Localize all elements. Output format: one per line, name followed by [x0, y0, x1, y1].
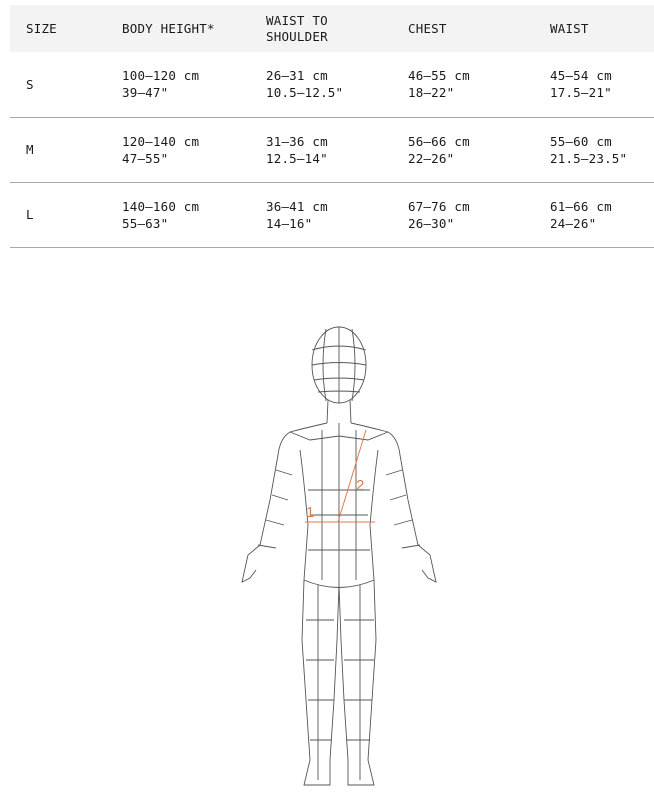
value-cm: 45–54 cm	[550, 68, 612, 84]
cell-size: M	[26, 142, 34, 157]
torso-outline	[241, 422, 437, 786]
value-inches: 26–30"	[408, 215, 455, 231]
header-body-height: BODY HEIGHT*	[122, 20, 215, 36]
cell-waist: 45–54 cm 17.5–21"	[534, 52, 654, 117]
value-inches: 14–16"	[266, 215, 313, 231]
cell-waist-to-shoulder: 26–31 cm 10.5–12.5"	[250, 52, 392, 117]
cell-waist-to-shoulder: 36–41 cm 14–16"	[250, 182, 392, 247]
header-waist-to-shoulder: WAIST TO SHOULDER	[266, 12, 328, 44]
table-header-row: SIZE BODY HEIGHT* WAIST TO SHOULDER CHES…	[10, 5, 654, 52]
value-cm: 67–76 cm	[408, 198, 470, 214]
value-inches: 12.5–14"	[266, 150, 328, 166]
header-size: SIZE	[26, 20, 57, 36]
marker-2: 2	[356, 477, 364, 494]
cell-body-height: 120–140 cm 47–55"	[106, 117, 250, 182]
value-inches: 47–55"	[122, 150, 169, 166]
value-inches: 10.5–12.5"	[266, 85, 344, 101]
value-cm: 36–41 cm	[266, 198, 328, 214]
cell-chest: 56–66 cm 22–26"	[392, 117, 534, 182]
value-inches: 39–47"	[122, 85, 169, 101]
value-inches: 22–26"	[408, 150, 455, 166]
value-inches: 17.5–21"	[550, 85, 612, 101]
measurement-guides	[305, 429, 375, 523]
header-waist: WAIST	[550, 20, 589, 36]
value-cm: 46–55 cm	[408, 68, 470, 84]
cell-chest: 46–55 cm 18–22"	[392, 52, 534, 117]
value-inches: 24–26"	[550, 215, 597, 231]
value-cm: 56–66 cm	[408, 133, 470, 149]
cell-waist: 55–60 cm 21.5–23.5"	[534, 117, 654, 182]
value-cm: 120–140 cm	[122, 133, 200, 149]
size-chart-table: SIZE BODY HEIGHT* WAIST TO SHOULDER CHES…	[10, 5, 654, 248]
table-row: L 140–160 cm 55–63" 36–41 cm 14–16" 67–76 cm 2…	[10, 182, 654, 247]
value-cm: 26–31 cm	[266, 68, 328, 84]
value-cm: 31–36 cm	[266, 133, 328, 149]
value-cm: 100–120 cm	[122, 68, 200, 84]
table-row: M 120–140 cm 47–55" 31–36 cm 12.5–14" 56–66 c…	[10, 117, 654, 182]
cell-waist-to-shoulder: 31–36 cm 12.5–14"	[250, 117, 392, 182]
cell-size: S	[26, 76, 34, 92]
cell-size: L	[26, 207, 34, 222]
value-cm: 55–60 cm	[550, 133, 612, 149]
cell-chest: 67–76 cm 26–30"	[392, 182, 534, 247]
table-row: S 100–120 cm 39–47" 26–31 cm 10.5–12.5" 46–55…	[10, 52, 654, 117]
value-inches: 55–63"	[122, 215, 169, 231]
value-cm: 140–160 cm	[122, 198, 200, 214]
cell-waist: 61–66 cm 24–26"	[534, 182, 654, 247]
value-inches: 18–22"	[408, 85, 455, 101]
cell-body-height: 100–120 cm 39–47"	[106, 52, 250, 117]
marker-1: 1	[306, 504, 314, 521]
value-cm: 61–66 cm	[550, 198, 612, 214]
value-inches: 21.5–23.5"	[550, 150, 628, 166]
header-chest: CHEST	[408, 20, 447, 36]
body-wireframe-figure: 1 2	[241, 326, 437, 786]
head-icon	[311, 326, 367, 424]
cell-body-height: 140–160 cm 55–63"	[106, 182, 250, 247]
